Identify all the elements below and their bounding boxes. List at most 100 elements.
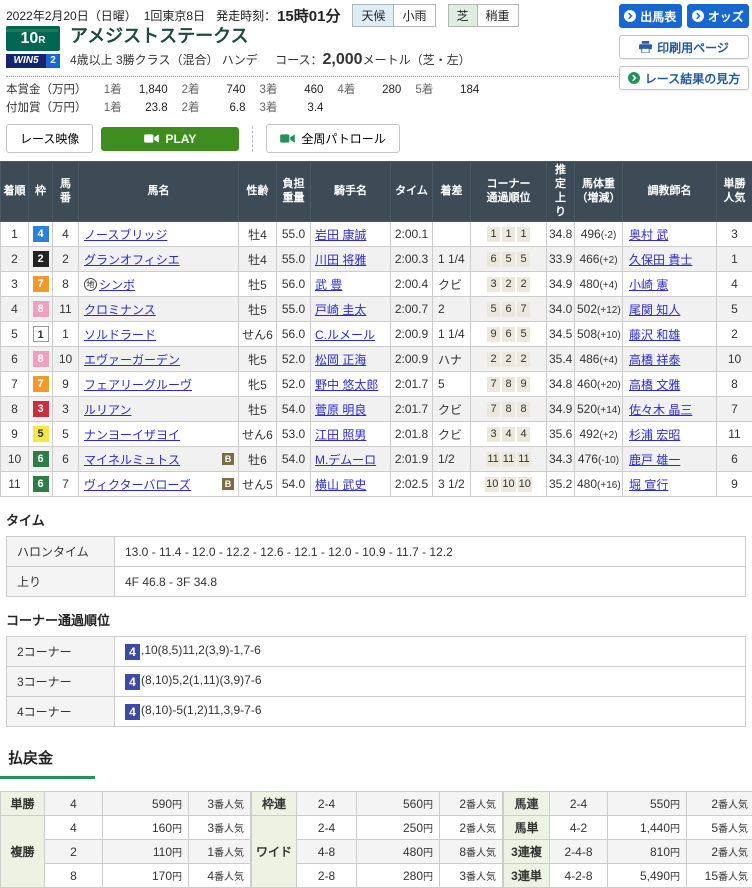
amount-unit: 円 — [670, 848, 680, 859]
horse-name-cell: フェアリーグルーヴ — [79, 372, 239, 397]
trainer-cell: 高橋 祥泰 — [623, 347, 717, 372]
corner-position: 6 — [502, 302, 515, 317]
body-weight-cell: 466(+2) — [575, 247, 623, 272]
amount-unit: 円 — [423, 872, 433, 883]
trainer-name-link[interactable]: 藤沢 和雄 — [629, 328, 680, 342]
win-popularity: 1 — [717, 247, 752, 272]
trainer-name-link[interactable]: 杉浦 宏昭 — [629, 428, 680, 442]
print-page-button[interactable]: 印刷用ページ — [619, 35, 749, 59]
popularity-unit: 番人気 — [718, 824, 748, 835]
trainer-name-link[interactable]: 小崎 憲 — [629, 278, 668, 292]
win-popularity: 4 — [717, 272, 752, 297]
amount-unit: 円 — [172, 824, 182, 835]
trainer-name-link[interactable]: 高橋 祥泰 — [629, 353, 680, 367]
trainer-name-link[interactable]: 尾関 知人 — [629, 303, 680, 317]
trainer-name-link[interactable]: 鹿戸 雄一 — [629, 453, 680, 467]
finish-position: 9 — [1, 422, 29, 447]
horse-name-link[interactable]: ルリアン — [84, 401, 132, 418]
amount-unit: 円 — [423, 800, 433, 811]
table-row: ハロンタイム 13.0 - 11.4 - 12.0 - 12.2 - 12.6 … — [7, 537, 746, 567]
payout-popularity: 3番人気 — [440, 864, 503, 888]
start-time-value: 15時01分 — [277, 5, 340, 26]
finish-position: 3 — [1, 272, 29, 297]
results-guide-button[interactable]: レース結果の見方 — [619, 66, 749, 90]
payout-amount: 160円 — [103, 816, 189, 840]
jockey-name-link[interactable]: M.デムーロ — [315, 453, 376, 467]
jockey-name-link[interactable]: 横山 武史 — [315, 478, 366, 492]
jockey-cell: 松岡 正海 — [311, 347, 391, 372]
popularity-unit: 番人気 — [466, 800, 496, 811]
frame-cell: 4 — [29, 222, 53, 247]
patrol-video-button[interactable]: 全周パトロール — [266, 124, 399, 153]
trainer-name-link[interactable]: 高橋 文雅 — [629, 378, 680, 392]
bet-combination: 4 — [45, 816, 103, 840]
payout-popularity: 2番人気 — [440, 816, 503, 840]
margin — [433, 222, 471, 247]
jockey-name-link[interactable]: 松岡 正海 — [315, 353, 366, 367]
corner-position: 1 — [502, 227, 515, 242]
popularity-unit: 番人気 — [466, 872, 496, 883]
trainer-name-link[interactable]: 奥村 武 — [629, 228, 668, 242]
margin: 1/2 — [433, 447, 471, 472]
horse-name-link[interactable]: マイネルミュトス — [84, 451, 180, 468]
carried-weight: 55.0 — [277, 247, 311, 272]
odds-button[interactable]: オッズ — [687, 4, 750, 28]
body-weight-change: (+12) — [597, 305, 621, 316]
frame-cell: 3 — [29, 397, 53, 422]
column-header-11: 馬体重 （増減） — [575, 162, 623, 222]
corner-position: 2 — [502, 352, 515, 367]
body-weight-cell: 476(-10) — [575, 447, 623, 472]
horse-name-link[interactable]: エヴァーガーデン — [84, 351, 180, 368]
amount-unit: 円 — [670, 800, 680, 811]
margin: ハナ — [433, 347, 471, 372]
amount-unit: 円 — [670, 872, 680, 883]
jockey-name-link[interactable]: 菅原 明良 — [315, 403, 366, 417]
corner-position: 7 — [487, 377, 500, 392]
finish-position: 5 — [1, 322, 29, 347]
corner-position: 9 — [487, 327, 500, 342]
jockey-name-link[interactable]: 川田 将雅 — [315, 253, 366, 267]
jockey-name-link[interactable]: 岩田 康誠 — [315, 228, 366, 242]
corner3-label: 3コーナー — [7, 667, 115, 697]
horse-name-link[interactable]: ソルドラード — [84, 326, 156, 343]
estimated-last3f: 35.6 — [547, 422, 575, 447]
jockey-name-link[interactable]: 野中 悠太郎 — [315, 378, 378, 392]
payout-popularity: 3番人気 — [189, 792, 251, 816]
horse-name-link[interactable]: グランオフィシエ — [84, 251, 180, 268]
arrow-circle-green-icon — [628, 72, 640, 84]
finish-time: 2:00.7 — [391, 297, 433, 322]
race-video-button[interactable]: レース映像 — [6, 124, 93, 153]
estimated-last3f: 34.3 — [547, 447, 575, 472]
horse-name-link[interactable]: ヴィクターバローズ — [84, 476, 191, 493]
estimated-last3f: 34.8 — [547, 372, 575, 397]
trainer-name-link[interactable]: 佐々木 晶三 — [629, 403, 692, 417]
bet-combination: 4-2 — [550, 816, 608, 840]
horse-name-link[interactable]: ノースブリッジ — [84, 226, 167, 243]
jockey-name-link[interactable]: 戸崎 圭太 — [315, 303, 366, 317]
trainer-name-link[interactable]: 久保田 貴士 — [629, 253, 692, 267]
jockey-name-link[interactable]: 武 豊 — [315, 278, 342, 292]
trainer-cell: 堀 宣行 — [623, 472, 717, 497]
sex-age: 牡6 — [239, 447, 277, 472]
horse-name-link[interactable]: クロミナンス — [84, 301, 156, 318]
margin: 5 — [433, 372, 471, 397]
corner3-value: 4(8,10)5,2(1,11)(3,9)7-6 — [115, 667, 746, 697]
jockey-name-link[interactable]: C.ルメール — [315, 328, 375, 342]
horse-name-link[interactable]: フェアリーグルーヴ — [84, 376, 192, 393]
entries-button[interactable]: 出馬表 — [619, 4, 682, 28]
corner-position: 1 — [517, 227, 530, 242]
amount-value: 5,490 — [640, 869, 670, 883]
trainer-name-link[interactable]: 堀 宣行 — [629, 478, 668, 492]
jockey-name-link[interactable]: 江田 照男 — [315, 428, 366, 442]
corner-position: 4 — [502, 427, 515, 442]
jockey-cell: 横山 武史 — [311, 472, 391, 497]
body-weight-cell: 492(+2) — [575, 422, 623, 447]
prize-place-label: 2着 — [182, 102, 200, 114]
play-button[interactable]: PLAY — [101, 127, 239, 151]
horse-name-link[interactable]: シンボ — [99, 276, 135, 293]
column-header-13: 単勝 人気 — [717, 162, 752, 222]
bet-combination: 2-4-8 — [550, 840, 608, 864]
horse-name-link[interactable]: ナンヨーイザヨイ — [84, 426, 180, 443]
